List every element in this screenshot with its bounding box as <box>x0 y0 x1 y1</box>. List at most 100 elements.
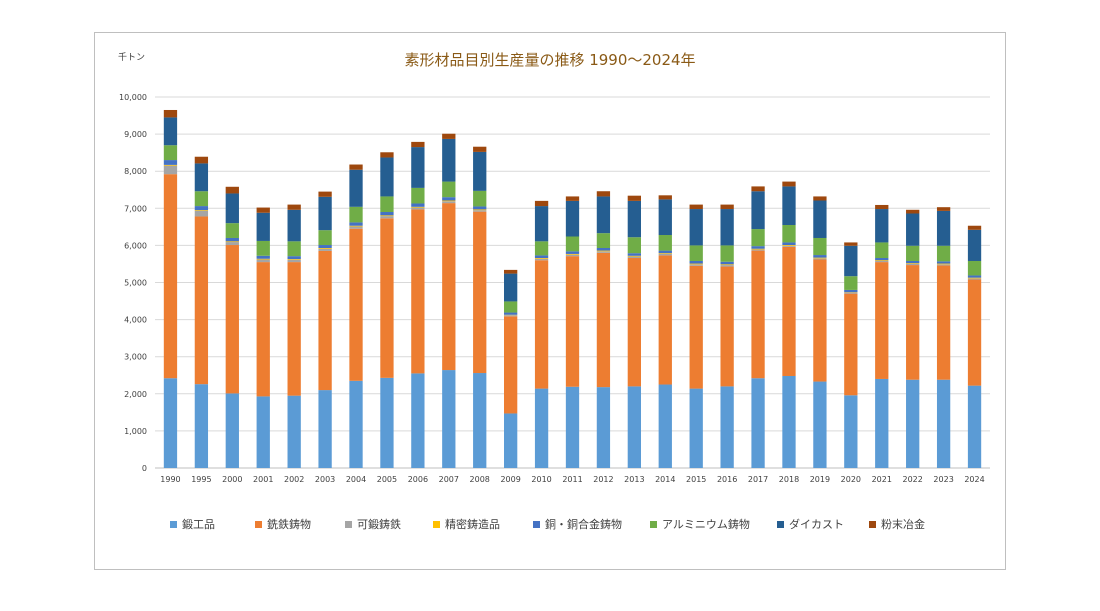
bar-segment <box>720 264 734 266</box>
legend-item: 精密鋳造品 <box>433 517 500 531</box>
bar-segment <box>813 259 827 382</box>
bar-segment <box>380 215 394 217</box>
bar-segment <box>534 258 549 261</box>
bar-segment <box>318 248 332 251</box>
bar-segment <box>844 289 858 293</box>
legend-swatch <box>345 520 352 528</box>
bar-segment <box>380 216 394 219</box>
bar-segment <box>689 260 703 264</box>
bar-segment <box>658 195 672 200</box>
bar-segment <box>256 258 270 260</box>
bar-segment <box>318 230 332 246</box>
legend-swatch <box>255 520 262 528</box>
bar-segment <box>565 256 580 387</box>
legend-item: ダイカスト <box>777 517 844 531</box>
bar-segment <box>906 263 920 266</box>
bar-segment <box>906 245 920 261</box>
bar-segment <box>287 262 301 396</box>
legend-swatch <box>869 520 876 528</box>
y-tick-label: 0 <box>142 464 147 473</box>
x-tick-label: 2023 <box>933 475 953 484</box>
bar-segment <box>689 265 703 389</box>
bar-segment <box>627 237 642 254</box>
y-tick-label: 8,000 <box>124 167 147 176</box>
bar-segment <box>503 269 518 274</box>
x-tick-label: 2003 <box>315 475 335 484</box>
legend-label: 銑鉄鋳物 <box>267 518 311 531</box>
bar-segment <box>844 293 858 396</box>
bar-segment <box>565 253 580 255</box>
bar-segment <box>689 204 703 210</box>
legend-swatch <box>650 520 657 528</box>
bar-segment <box>967 279 982 386</box>
bar-segment <box>782 245 796 246</box>
bar-segment <box>967 225 982 230</box>
bar-segment <box>782 246 796 376</box>
bar-segment <box>442 203 456 371</box>
x-tick-label: 2017 <box>748 475 768 484</box>
legend-label: ダイカスト <box>789 518 844 531</box>
bar-segment <box>411 373 425 468</box>
bar-segment <box>658 250 672 254</box>
y-tick-label: 3,000 <box>124 353 147 362</box>
x-tick-label: 2024 <box>964 475 984 484</box>
bar-segment <box>287 259 301 263</box>
bar-segment <box>844 395 858 468</box>
bar-segment <box>967 260 982 276</box>
x-tick-label: 2010 <box>531 475 551 484</box>
bar-segment <box>473 373 487 468</box>
legend-item: 可鍛鋳鉄 <box>345 517 401 531</box>
y-tick-label: 7,000 <box>124 204 147 213</box>
bar-segment <box>875 262 889 379</box>
bar-segment <box>287 241 301 257</box>
chart-legend: 鍛工品 銑鉄鋳物 可鍛鋳鉄 精密鋳造品 銅・銅合金鋳物 アルミニウム鋳物 ダイカスト 粉末冶金 <box>170 517 950 533</box>
x-tick-label: 2012 <box>593 475 613 484</box>
x-tick-label: 2011 <box>562 475 582 484</box>
bar-segment <box>936 210 951 246</box>
bar-segment <box>596 251 611 253</box>
bar-segment <box>380 377 394 468</box>
bar-segment <box>318 247 332 249</box>
bar-segment <box>534 388 549 468</box>
bar-segment <box>411 206 425 208</box>
bar-segment <box>906 213 920 246</box>
legend-swatch <box>170 520 177 528</box>
bar-segment <box>411 207 425 210</box>
legend-label: 銅・銅合金鋳物 <box>545 518 622 531</box>
bar-segment <box>751 250 765 379</box>
bar-segment <box>596 252 611 388</box>
bar-segment <box>473 211 487 374</box>
x-tick-label: 2005 <box>377 475 397 484</box>
bar-segment <box>256 255 270 259</box>
bar-segment <box>782 245 796 247</box>
bar-segment <box>503 315 518 317</box>
bar-segment <box>565 251 580 254</box>
bar-segment <box>349 228 363 381</box>
x-tick-label: 2000 <box>222 475 242 484</box>
bar-segment <box>163 174 178 379</box>
bar-segment <box>411 203 425 207</box>
bar-segment <box>194 216 209 385</box>
x-tick-label: 1995 <box>191 475 211 484</box>
legend-swatch <box>433 520 440 528</box>
legend-item: 鍛工品 <box>170 517 215 531</box>
bar-segment <box>689 209 703 246</box>
bar-segment <box>658 199 672 236</box>
x-tick-label: 2020 <box>841 475 861 484</box>
bar-segment <box>163 160 178 165</box>
bar-segment <box>565 236 580 252</box>
bar-segment <box>782 224 796 243</box>
bar-segment <box>411 187 425 204</box>
bar-segment <box>782 375 796 468</box>
x-tick-label: 2015 <box>686 475 706 484</box>
bar-segment <box>287 395 301 468</box>
bar-segment <box>844 245 858 277</box>
bar-segment <box>875 209 889 243</box>
bar-segment <box>411 141 425 148</box>
bar-segment <box>751 229 765 247</box>
bar-segment <box>720 204 734 210</box>
bar-segment <box>565 254 580 257</box>
bar-segment <box>163 378 178 468</box>
bar-segment <box>844 276 858 290</box>
